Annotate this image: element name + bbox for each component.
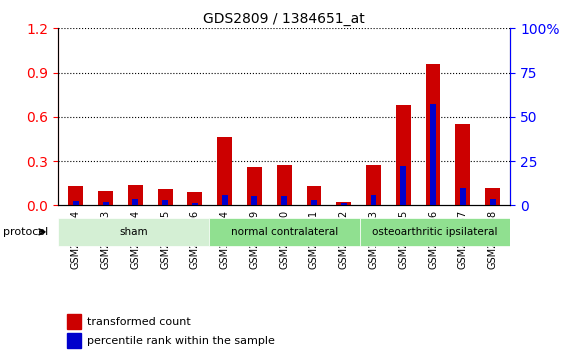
Bar	[252, 196, 258, 205]
Bar	[103, 202, 108, 205]
Bar	[277, 166, 292, 205]
Text: percentile rank within the sample: percentile rank within the sample	[88, 336, 276, 346]
Bar	[485, 188, 500, 205]
Bar	[162, 200, 168, 205]
FancyBboxPatch shape	[209, 217, 360, 246]
Bar	[218, 137, 232, 205]
Bar	[306, 186, 321, 205]
Text: protocol: protocol	[3, 227, 48, 237]
Bar	[128, 185, 143, 205]
Bar	[67, 333, 81, 348]
Bar	[98, 190, 113, 205]
Bar	[158, 189, 173, 205]
Bar	[247, 167, 262, 205]
Bar	[426, 64, 440, 205]
Bar	[490, 199, 495, 205]
Bar	[455, 124, 470, 205]
Text: normal contralateral: normal contralateral	[231, 227, 338, 237]
Bar	[67, 314, 81, 329]
FancyBboxPatch shape	[58, 217, 209, 246]
Text: transformed count: transformed count	[88, 317, 191, 327]
Bar	[311, 200, 317, 205]
Bar	[187, 192, 202, 205]
Bar	[73, 201, 79, 205]
Bar	[222, 195, 227, 205]
Bar	[336, 202, 351, 205]
Bar	[340, 203, 347, 205]
Bar	[396, 105, 411, 205]
Bar	[430, 104, 436, 205]
Bar	[132, 199, 139, 205]
Bar	[460, 188, 466, 205]
Bar	[281, 196, 287, 205]
Bar	[400, 166, 406, 205]
Bar	[371, 195, 376, 205]
Text: sham: sham	[119, 227, 148, 237]
Text: osteoarthritic ipsilateral: osteoarthritic ipsilateral	[372, 227, 498, 237]
Bar	[366, 166, 381, 205]
Title: GDS2809 / 1384651_at: GDS2809 / 1384651_at	[204, 12, 365, 26]
Bar	[68, 186, 84, 205]
FancyBboxPatch shape	[360, 217, 510, 246]
Bar	[192, 202, 198, 205]
